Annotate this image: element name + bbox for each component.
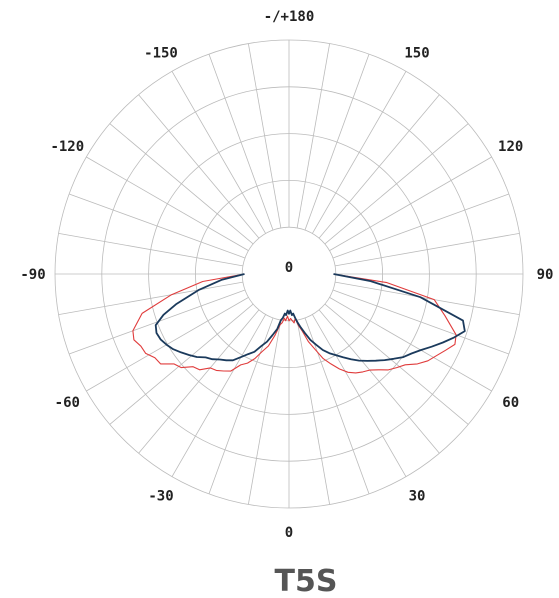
series-line-red [132,273,457,374]
grid-ring-5 [54,39,524,509]
angle-tick-label: -150 [144,45,178,61]
angle-tick-labels: -/+180 -150 150 -120 120 -90 90 -60 60 -30 30 0 [20,9,553,541]
grid-ring-2 [194,179,383,368]
angle-tick-label: 150 [404,45,429,61]
angle-tick-label: -90 [20,267,45,283]
angle-tick-label: -/+180 [264,9,315,25]
angle-tick-label: 120 [498,139,523,155]
angle-tick-label: 0 [285,525,293,541]
grid-ring-3 [148,133,430,415]
angle-tick-label: 60 [502,395,519,411]
center-label: 0 [285,260,293,276]
angle-tick-label: -30 [148,489,173,505]
angle-tick-label: -60 [55,395,80,411]
angle-tick-label: 30 [409,489,426,505]
series-layer [132,273,466,374]
angle-tick-label: 90 [537,267,554,283]
series-line-navy [154,273,466,362]
chart-title: T5S [275,564,338,598]
angle-tick-label: -120 [50,139,84,155]
grid-ring-4 [101,86,477,462]
